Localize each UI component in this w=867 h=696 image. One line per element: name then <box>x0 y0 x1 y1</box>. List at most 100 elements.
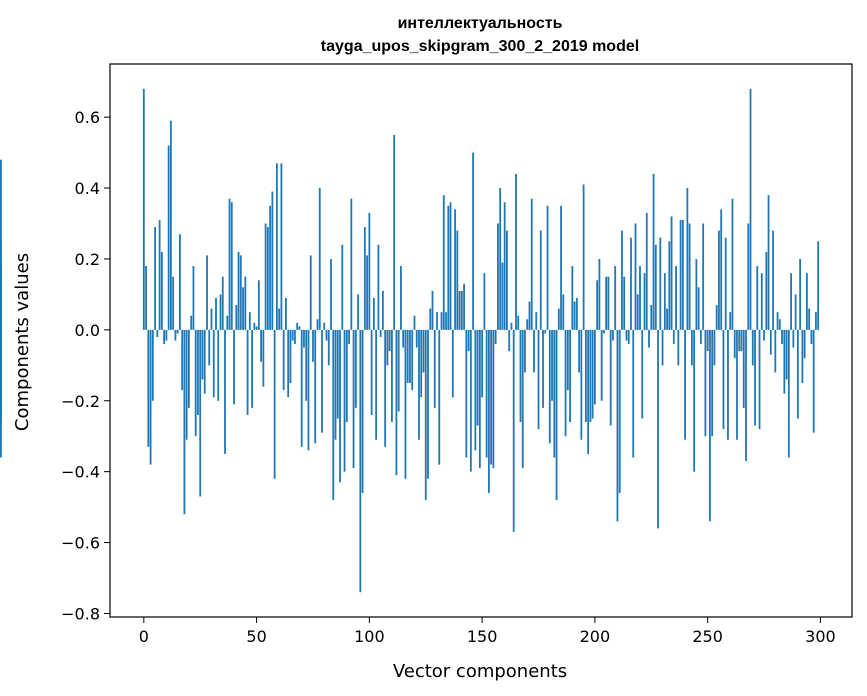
bar <box>269 205 272 330</box>
bar <box>375 329 378 440</box>
bar <box>648 329 650 348</box>
bar <box>754 329 756 426</box>
bar <box>596 280 599 330</box>
bar <box>582 184 585 330</box>
y-tick-label: 0.4 <box>75 179 100 198</box>
bar <box>368 212 371 330</box>
bar <box>445 312 447 330</box>
bar <box>142 88 145 330</box>
bar <box>593 329 596 405</box>
bar <box>627 329 630 345</box>
bar <box>183 329 186 515</box>
bar <box>379 329 382 337</box>
bar <box>377 244 380 330</box>
bar <box>438 329 441 465</box>
bar <box>758 329 761 430</box>
bar <box>300 329 303 447</box>
bar <box>591 329 594 419</box>
bar <box>203 329 206 394</box>
bar <box>697 287 700 330</box>
bar <box>796 329 799 419</box>
bar <box>226 315 229 330</box>
bar <box>206 255 208 330</box>
bar <box>738 329 741 352</box>
bar <box>711 329 714 437</box>
chart-subtitle: tayga_upos_skipgram_300_2_2019 model <box>321 38 639 55</box>
bar <box>366 255 368 330</box>
bar <box>677 329 680 366</box>
bar <box>314 329 317 444</box>
bar <box>695 258 698 330</box>
bar <box>472 152 474 330</box>
y-tick-label: 0.2 <box>75 250 100 269</box>
bar <box>280 163 283 330</box>
bar <box>672 329 675 345</box>
bar <box>641 329 644 419</box>
bar <box>506 230 508 330</box>
bar <box>501 262 504 330</box>
bar <box>219 294 222 330</box>
bar <box>431 290 434 330</box>
bar <box>571 266 574 330</box>
bars-group <box>0 88 820 593</box>
bar <box>348 329 350 345</box>
x-axis-title: Vector components <box>393 661 567 682</box>
bar <box>566 329 569 391</box>
bar <box>190 315 193 330</box>
bar <box>264 223 267 330</box>
bar <box>767 195 770 330</box>
bar <box>575 297 578 330</box>
bar <box>440 312 443 330</box>
bar <box>535 312 538 330</box>
bar <box>542 329 544 408</box>
bar <box>233 329 235 405</box>
bar <box>305 329 308 401</box>
bar <box>709 329 711 522</box>
bar <box>781 329 783 345</box>
bar <box>345 329 348 423</box>
bar <box>318 188 321 330</box>
bar <box>812 329 815 433</box>
bar <box>492 329 495 469</box>
bar <box>442 195 445 330</box>
bar <box>285 297 287 330</box>
bar <box>573 301 576 330</box>
bar <box>415 329 418 348</box>
bar <box>260 329 262 362</box>
bar <box>718 230 720 330</box>
bar <box>578 329 580 373</box>
bar <box>402 329 405 348</box>
bar <box>0 280 2 330</box>
bar <box>778 319 781 330</box>
bar <box>221 276 224 330</box>
bar <box>341 244 344 330</box>
bar <box>271 191 274 330</box>
bar <box>388 329 391 352</box>
bar <box>663 273 666 330</box>
bar <box>384 329 387 447</box>
bar <box>618 329 621 493</box>
bar <box>212 329 215 398</box>
bar <box>774 329 777 373</box>
bar <box>736 329 738 440</box>
bar <box>478 329 481 469</box>
bar <box>569 329 571 423</box>
bar <box>316 319 319 330</box>
bar <box>188 329 190 408</box>
y-tick-label: −0.6 <box>61 534 100 553</box>
bar <box>253 322 256 330</box>
bar <box>303 329 305 348</box>
bar <box>681 219 684 330</box>
bar <box>339 329 341 483</box>
bar <box>679 219 682 330</box>
bar <box>810 329 813 345</box>
bar <box>395 329 398 476</box>
bar <box>724 237 727 330</box>
bar <box>418 329 420 440</box>
bar <box>230 202 233 330</box>
bar <box>524 329 526 373</box>
y-tick-label: −0.8 <box>61 604 100 623</box>
bar <box>494 329 497 345</box>
bar <box>528 301 531 330</box>
